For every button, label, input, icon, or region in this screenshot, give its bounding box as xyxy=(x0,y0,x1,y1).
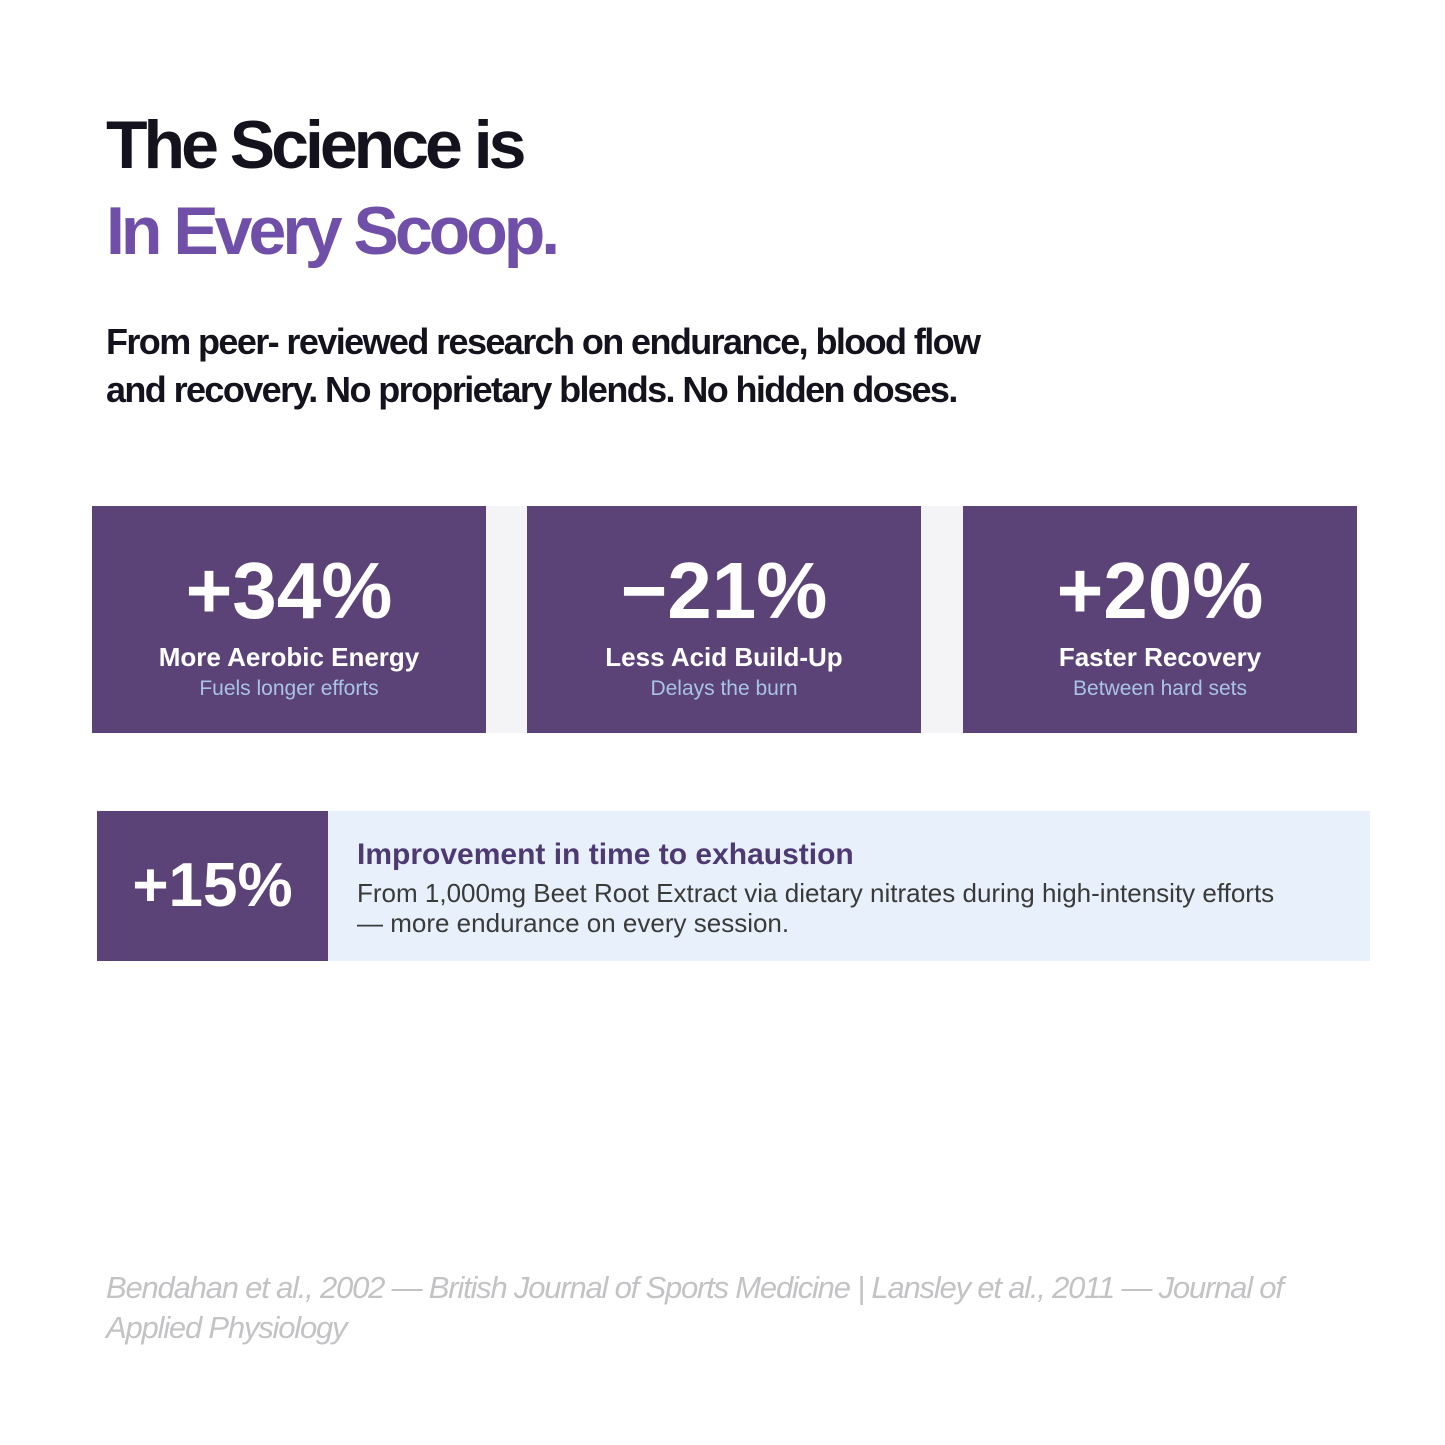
callout-body: From 1,000mg Beet Root Extract via dieta… xyxy=(357,878,1357,938)
callout-body-line-1: From 1,000mg Beet Root Extract via dieta… xyxy=(357,878,1275,908)
stat-value: +20% xyxy=(1056,546,1264,635)
headline-line-1: The Science is xyxy=(106,107,526,183)
subhead-line-1: From peer- reviewed research on enduranc… xyxy=(106,321,981,362)
stat-value: −21% xyxy=(620,546,828,635)
stat-label: More Aerobic Energy xyxy=(158,642,420,672)
callout-panel: +15% Improvement in time to exhaustion F… xyxy=(97,811,1370,961)
callout-title: Improvement in time to exhaustion xyxy=(357,838,854,871)
stat-card-aerobic-energy: +34% More Aerobic Energy Fuels longer ef… xyxy=(92,506,486,733)
subhead: From peer- reviewed research on enduranc… xyxy=(106,318,1106,414)
stat-label: Less Acid Build-Up xyxy=(605,642,843,672)
headline: The Science is In Every Scoop. xyxy=(106,102,560,274)
citation-footnote: Bendahan et al., 2002 — British Journal … xyxy=(106,1270,1284,1345)
stat-sublabel: Delays the burn xyxy=(650,677,798,700)
stat-sublabel: Between hard sets xyxy=(1073,677,1247,700)
headline-line-2: In Every Scoop. xyxy=(106,193,560,269)
stat-label: Faster Recovery xyxy=(1058,642,1262,672)
stat-value: +34% xyxy=(185,546,393,635)
stats-strip: +34% More Aerobic Energy Fuels longer ef… xyxy=(92,506,1357,733)
stat-card-faster-recovery: +20% Faster Recovery Between hard sets xyxy=(963,506,1357,733)
callout-value-badge: +15% xyxy=(97,811,328,961)
stat-sublabel: Fuels longer efforts xyxy=(199,677,379,700)
stat-card-acid-build-up: −21% Less Acid Build-Up Delays the burn xyxy=(527,506,921,733)
callout-body-line-2: — more endurance on every session. xyxy=(357,908,790,938)
subhead-line-2: and recovery. No proprietary blends. No … xyxy=(106,369,958,410)
